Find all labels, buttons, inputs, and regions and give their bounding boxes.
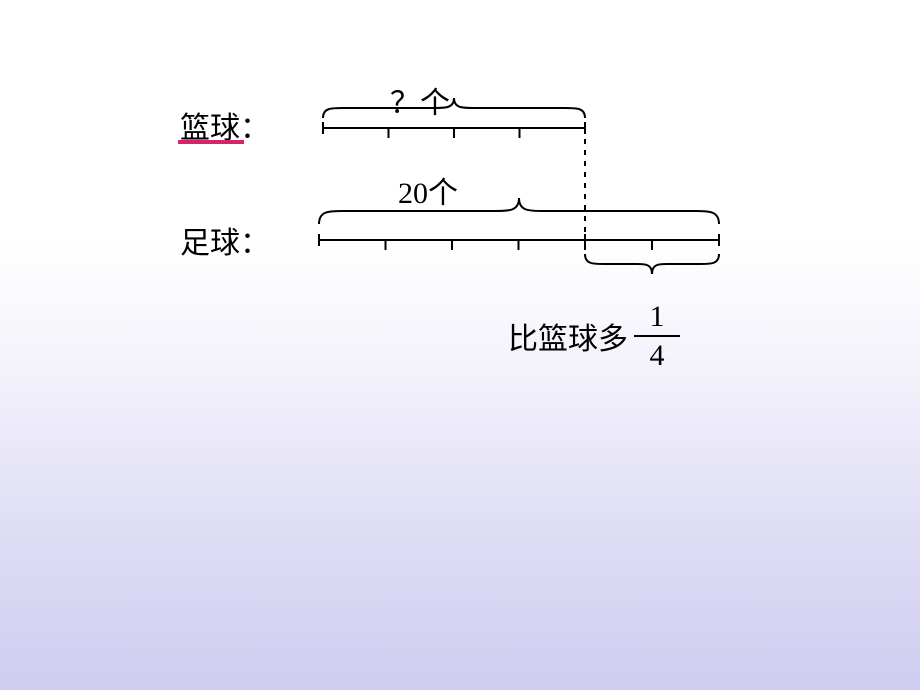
- basketball-underline: [178, 140, 244, 144]
- football-label: 足球：: [180, 218, 270, 262]
- football-brace-top: [319, 196, 719, 226]
- fraction-bar: [634, 335, 680, 337]
- dashed-connector: [583, 128, 589, 248]
- fraction-denominator: 4: [650, 339, 665, 372]
- fraction-label: 比篮球多 1 4: [508, 300, 680, 372]
- fraction-numerator: 1: [650, 300, 665, 333]
- basketball-bar: [323, 122, 585, 142]
- football-bar: [319, 234, 719, 254]
- fraction-text: 比篮球多: [508, 314, 628, 358]
- football-brace-bottom: [585, 252, 719, 276]
- diagram-stage: 篮球： ？个 足球： 20个 比篮球: [0, 0, 920, 690]
- fraction-value: 1 4: [634, 300, 680, 372]
- basketball-brace-top: [323, 96, 585, 120]
